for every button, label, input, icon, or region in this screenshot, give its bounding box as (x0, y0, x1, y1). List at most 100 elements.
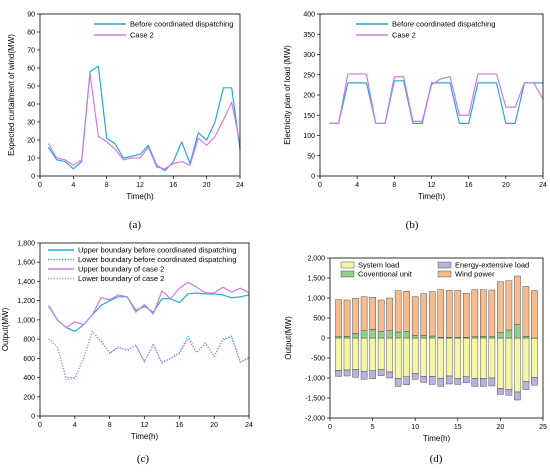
bar-system-load-t23 (522, 337, 530, 382)
bar-energy-extensive-load-t24 (531, 377, 538, 386)
y-tick-label: 0 (321, 336, 325, 343)
bar-coventional-unit-t5 (369, 329, 376, 339)
series-line-1 (329, 80, 543, 124)
bar-energy-extensive-load-t18 (480, 378, 487, 387)
bar-wind-power-t3 (352, 298, 359, 334)
bar-energy-extensive-load-t23 (522, 381, 530, 390)
bar-energy-extensive-load-t8 (394, 378, 402, 387)
y-tick-label: 800 (23, 337, 35, 344)
bar-system-load-t19 (488, 337, 496, 379)
x-tick-label: 10 (411, 424, 419, 431)
x-tick-label: 20 (203, 182, 211, 189)
bar-system-load-t18 (480, 337, 487, 379)
bar-coventional-unit-t3 (352, 333, 359, 339)
bar-coventional-unit-t22 (514, 324, 521, 339)
bar-coventional-unit-t12 (428, 335, 436, 339)
x-tick-label: 0 (328, 424, 332, 431)
bar-system-load-t4 (360, 337, 368, 372)
x-tick-label: 16 (465, 182, 473, 189)
y-axis-label: Expected curtailment of wind(MW) (7, 34, 16, 156)
series-line-3 (48, 281, 250, 329)
bar-system-load-t3 (352, 337, 359, 370)
x-tick-label: 16 (169, 182, 177, 189)
bar-energy-extensive-load-t5 (369, 370, 376, 379)
y-tick-label: 30 (27, 120, 35, 127)
bar-wind-power-t9 (403, 291, 410, 332)
y-tick-label: 400 (23, 375, 35, 382)
y-tick-label: 2,000 (307, 256, 325, 263)
x-tick-label: 15 (454, 424, 462, 431)
x-axis-label: Time(h) (423, 434, 451, 443)
bar-system-load-t16 (463, 337, 470, 377)
legend-label: Upper boundary before coordinated dispat… (78, 246, 236, 255)
bar-wind-power-t12 (428, 291, 436, 337)
y-tick-label: 90 (27, 12, 35, 19)
bar-energy-extensive-load-t20 (497, 388, 504, 395)
y-tick-label: 50 (307, 153, 315, 160)
x-tick-label: 25 (539, 424, 547, 431)
x-tick-label: 20 (502, 182, 510, 189)
bar-wind-power-t2 (343, 299, 351, 337)
bar-energy-extensive-load-t6 (377, 369, 385, 376)
y-axis-label: Electricity plan of load (MW) (283, 45, 292, 145)
y-tick-label: 1,000 (17, 317, 35, 324)
bar-wind-power-t20 (497, 281, 504, 334)
bar-system-load-t20 (497, 337, 504, 389)
bar-wind-power-t15 (454, 290, 462, 338)
y-tick-label: 300 (303, 52, 315, 59)
bar-system-load-t8 (394, 337, 402, 379)
y-tick-label: 0 (31, 414, 35, 421)
y-tick-label: 0 (31, 174, 35, 181)
bar-system-load-t7 (386, 337, 393, 373)
bar-wind-power-t14 (446, 290, 453, 338)
bar-wind-power-t18 (480, 289, 487, 337)
bar-system-load-t24 (531, 337, 538, 378)
panel-d-output-stacked-bar-chart: 0 5 10 15 20 25 -2,000 -1,500 -1,000 -500 0 500 1,00… (284, 256, 547, 466)
x-tick-label: 12 (428, 182, 436, 189)
legend-swatch (340, 270, 355, 278)
bar-system-load-t21 (505, 337, 513, 390)
x-tick-label: 4 (71, 182, 75, 189)
bar-energy-extensive-load-t11 (420, 376, 427, 383)
y-tick-label: 1,200 (17, 298, 35, 305)
panel-b-electricity-plan-chart: 0 4 8 12 16 20 24 0 50 100 150 200 250 300 350 400 Time(… (283, 12, 547, 232)
y-tick-label: 0 (311, 174, 315, 181)
x-tick-label: 0 (38, 182, 42, 189)
y-tick-label: 200 (23, 394, 35, 401)
y-tick-label: 1,000 (307, 296, 325, 303)
bar-coventional-unit-t18 (480, 336, 487, 339)
bar-energy-extensive-load-t14 (446, 375, 453, 385)
y-tick-label: 60 (27, 66, 35, 73)
bar-wind-power-t8 (394, 290, 402, 333)
bar-energy-extensive-load-t16 (463, 376, 470, 383)
bar-coventional-unit-t2 (343, 336, 351, 339)
y-tick-label: 150 (303, 113, 315, 120)
bar-wind-power-t22 (514, 275, 521, 325)
x-tick-label: 0 (318, 182, 322, 189)
panel-caption: (a) (129, 219, 142, 231)
bar-system-load-t15 (454, 337, 462, 379)
bar-energy-extensive-load-t9 (403, 376, 410, 385)
bar-system-load-t22 (514, 337, 521, 393)
x-tick-label: 20 (210, 422, 218, 429)
bar-wind-power-t1 (335, 299, 342, 338)
bar-energy-extensive-load-t1 (335, 370, 342, 377)
y-tick-label: 1,500 (307, 276, 325, 283)
panel-caption: (d) (430, 453, 443, 465)
series-line-1 (48, 292, 250, 333)
y-tick-label: 600 (23, 356, 35, 363)
bar-system-load-t14 (446, 337, 453, 377)
bar-coventional-unit-t9 (403, 331, 410, 339)
legend-label: Coventional unit (358, 270, 413, 279)
bar-coventional-unit-t20 (497, 332, 504, 339)
panel-caption: (c) (137, 453, 150, 465)
bar-wind-power-t7 (386, 297, 393, 331)
bar-wind-power-t24 (531, 290, 538, 339)
bar-energy-extensive-load-t13 (437, 378, 445, 387)
bar-energy-extensive-load-t12 (428, 376, 436, 385)
bar-system-load-t17 (471, 337, 479, 379)
x-axis-label: Time(h) (126, 192, 154, 201)
bar-coventional-unit-t6 (377, 331, 385, 339)
x-axis-label: Time(h) (418, 192, 446, 201)
x-tick-label: 4 (73, 422, 77, 429)
